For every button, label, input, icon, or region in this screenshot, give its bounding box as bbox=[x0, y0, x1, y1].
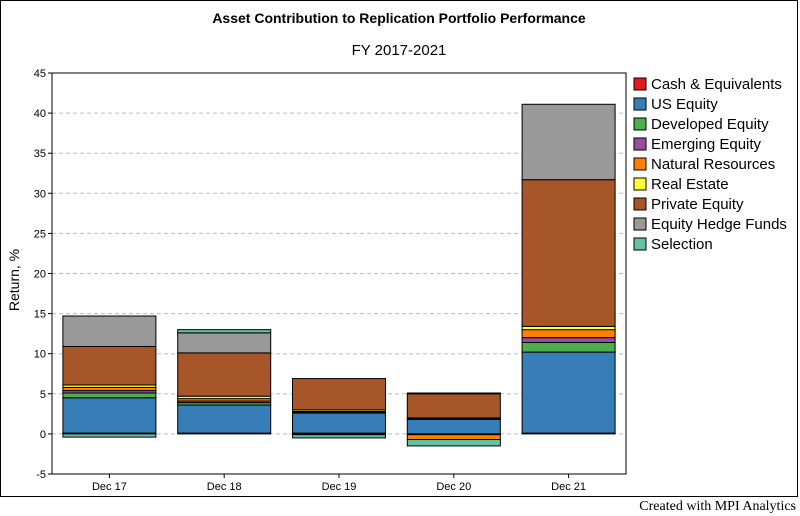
legend-swatch bbox=[633, 77, 647, 91]
bar-segment-natural-resources bbox=[406, 434, 501, 441]
legend-swatch bbox=[633, 237, 647, 251]
y-tick-label: 45 bbox=[34, 68, 46, 80]
bar-segment-us-equity bbox=[292, 412, 386, 434]
bar-segment-developed-equity bbox=[521, 341, 616, 353]
legend-label: Cash & Equivalents bbox=[651, 76, 782, 93]
bar-segment-emerging-equity bbox=[521, 337, 616, 343]
y-tick-label: -5 bbox=[36, 469, 46, 481]
legend-swatch bbox=[633, 217, 647, 231]
bar-segment-us-equity bbox=[177, 404, 272, 434]
bar-segment-selection bbox=[406, 439, 501, 447]
legend-label: US Equity bbox=[651, 96, 718, 113]
chart-title: Asset Contribution to Replication Portfo… bbox=[212, 10, 586, 26]
bar-segment-developed-equity bbox=[62, 392, 157, 399]
y-tick-label: 25 bbox=[34, 228, 46, 240]
legend-label: Emerging Equity bbox=[651, 136, 762, 153]
bar-segment-private-equity bbox=[521, 179, 616, 327]
legend-swatch bbox=[633, 197, 647, 211]
bar-segment-selection bbox=[177, 329, 272, 334]
legend-label: Natural Resources bbox=[651, 156, 775, 173]
legend-swatch bbox=[633, 157, 647, 171]
legend-swatch bbox=[633, 97, 647, 111]
y-tick-label: 10 bbox=[34, 349, 46, 361]
y-tick-label: 15 bbox=[34, 309, 46, 321]
x-tick-label: Dec 21 bbox=[551, 481, 586, 493]
bar-segment-selection bbox=[292, 434, 386, 439]
bar-segment-natural-resources bbox=[521, 329, 616, 339]
bar-segment-private-equity bbox=[62, 345, 157, 386]
bar-segment-equity-hedge-funds bbox=[521, 103, 616, 181]
bar-segment-equity-hedge-funds bbox=[406, 392, 501, 395]
x-tick-label: Dec 18 bbox=[207, 481, 242, 493]
x-tick-label: Dec 17 bbox=[92, 481, 127, 493]
y-tick-label: 30 bbox=[34, 188, 46, 200]
legend-label: Private Equity bbox=[651, 196, 744, 213]
bar-segment-private-equity bbox=[292, 378, 386, 411]
bar-segment-private-equity bbox=[406, 393, 501, 419]
bar-segment-private-equity bbox=[177, 352, 272, 397]
bar-segment-equity-hedge-funds bbox=[177, 332, 272, 354]
legend-label: Equity Hedge Funds bbox=[651, 216, 787, 233]
legend-label: Real Estate bbox=[651, 176, 729, 193]
x-tick-label: Dec 20 bbox=[436, 481, 471, 493]
bar-segment-equity-hedge-funds bbox=[62, 315, 157, 347]
y-tick-label: 40 bbox=[34, 108, 46, 120]
bar-segment-us-equity bbox=[406, 418, 501, 435]
legend-swatch bbox=[633, 137, 647, 151]
bar-segment-selection bbox=[62, 433, 157, 438]
chart-subtitle: FY 2017-2021 bbox=[351, 42, 447, 59]
y-tick-label: 20 bbox=[34, 269, 46, 281]
y-tick-label: 35 bbox=[34, 148, 46, 160]
bar-segment-us-equity bbox=[62, 397, 157, 434]
y-tick-label: 0 bbox=[40, 429, 46, 441]
bar-segment-us-equity bbox=[521, 351, 616, 434]
credit-text: Created with MPI Analytics bbox=[639, 499, 796, 514]
legend-label: Developed Equity bbox=[651, 116, 769, 133]
y-tick-label: 5 bbox=[40, 389, 46, 401]
x-tick-label: Dec 19 bbox=[322, 481, 357, 493]
legend-label: Selection bbox=[651, 236, 713, 253]
legend-swatch bbox=[633, 177, 647, 191]
legend-swatch bbox=[633, 117, 647, 131]
